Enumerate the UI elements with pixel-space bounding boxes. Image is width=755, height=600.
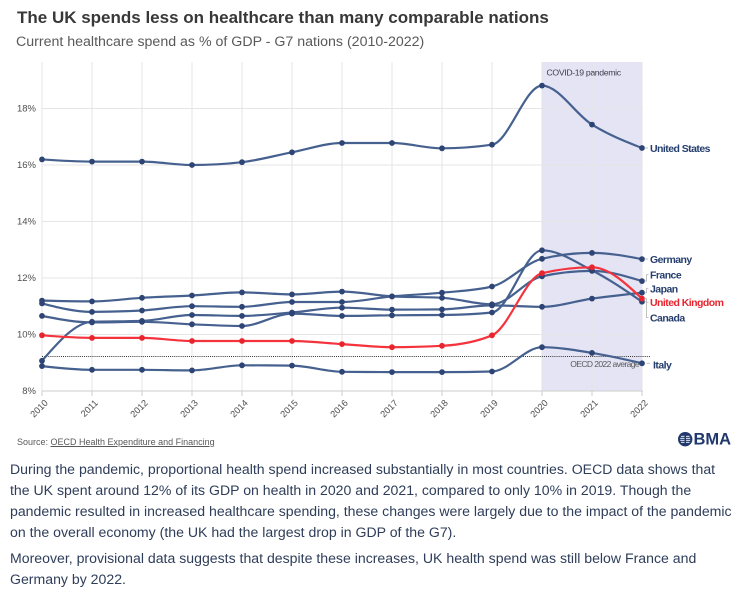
svg-text:2013: 2013 — [178, 398, 200, 420]
svg-text:2022: 2022 — [628, 398, 650, 420]
svg-text:2020: 2020 — [528, 398, 550, 420]
svg-text:Japan: Japan — [650, 283, 678, 295]
svg-text:2011: 2011 — [79, 398, 100, 419]
svg-text:2021: 2021 — [578, 398, 600, 420]
svg-text:10%: 10% — [17, 330, 37, 341]
svg-text:12%: 12% — [17, 273, 37, 284]
svg-text:14%: 14% — [17, 217, 37, 228]
svg-text:2014: 2014 — [228, 398, 250, 420]
svg-text:2017: 2017 — [378, 398, 400, 420]
svg-text:2015: 2015 — [278, 398, 300, 420]
svg-text:United Kingdom: United Kingdom — [650, 297, 724, 309]
svg-text:2016: 2016 — [328, 398, 350, 420]
svg-text:2018: 2018 — [428, 398, 450, 420]
svg-text:COVID-19 pandemic: COVID-19 pandemic — [547, 68, 622, 78]
svg-text:2019: 2019 — [478, 398, 500, 420]
svg-text:United States: United States — [650, 143, 711, 155]
svg-text:BMA: BMA — [694, 431, 732, 449]
svg-text:Canada: Canada — [650, 312, 685, 324]
svg-text:18%: 18% — [17, 104, 37, 115]
svg-text:16%: 16% — [17, 160, 37, 171]
svg-text:2012: 2012 — [128, 398, 150, 420]
svg-text:Italy: Italy — [653, 359, 672, 371]
svg-text:OECD 2022 average: OECD 2022 average — [570, 359, 640, 369]
svg-text:2010: 2010 — [28, 398, 50, 420]
svg-text:France: France — [650, 270, 682, 282]
svg-text:Germany: Germany — [650, 254, 692, 266]
svg-text:8%: 8% — [22, 386, 36, 397]
